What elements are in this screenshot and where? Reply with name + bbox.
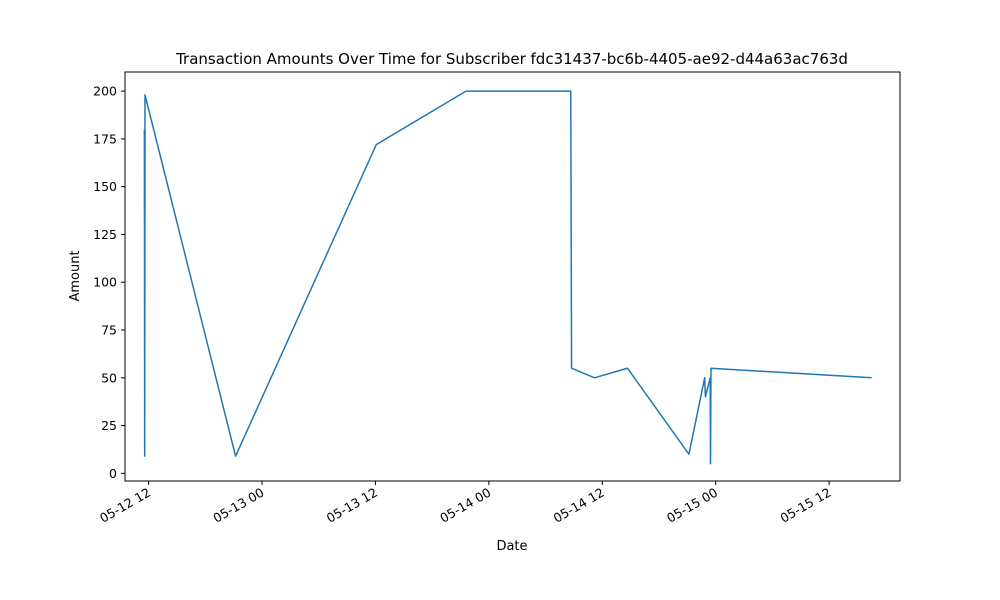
x-tick-label: 05-14 00 [437, 485, 493, 526]
x-tick-label: 05-13 00 [210, 485, 266, 526]
plot-area [143, 90, 872, 465]
y-tick-label: 175 [93, 131, 117, 146]
x-axis-label: Date [496, 539, 527, 554]
x-tick-label: 05-15 00 [664, 485, 720, 526]
axes-frame [124, 71, 901, 482]
y-axis-ticks: 0 25 50 75 100 125 150 175 200 [93, 84, 125, 481]
y-tick-label: 150 [93, 179, 117, 194]
y-axis-label: Amount [68, 250, 83, 301]
x-tick-label: 05-13 12 [324, 485, 380, 526]
series-line [143, 90, 872, 465]
chart-title: Transaction Amounts Over Time for Subscr… [175, 50, 848, 68]
x-tick-label: 05-15 12 [777, 485, 833, 526]
y-tick-label: 200 [93, 84, 117, 99]
y-tick-label: 50 [101, 370, 117, 385]
y-tick-label: 0 [109, 466, 117, 481]
y-tick-label: 25 [101, 418, 117, 433]
x-tick-label: 05-12 12 [97, 485, 153, 526]
x-axis-ticks: 05-12 12 05-13 00 05-13 12 05-14 00 05-14 12… [97, 481, 834, 526]
y-tick-label: 100 [93, 275, 117, 290]
x-tick-label: 05-14 12 [551, 485, 607, 526]
y-tick-label: 75 [101, 323, 117, 338]
y-tick-label: 125 [93, 227, 117, 242]
